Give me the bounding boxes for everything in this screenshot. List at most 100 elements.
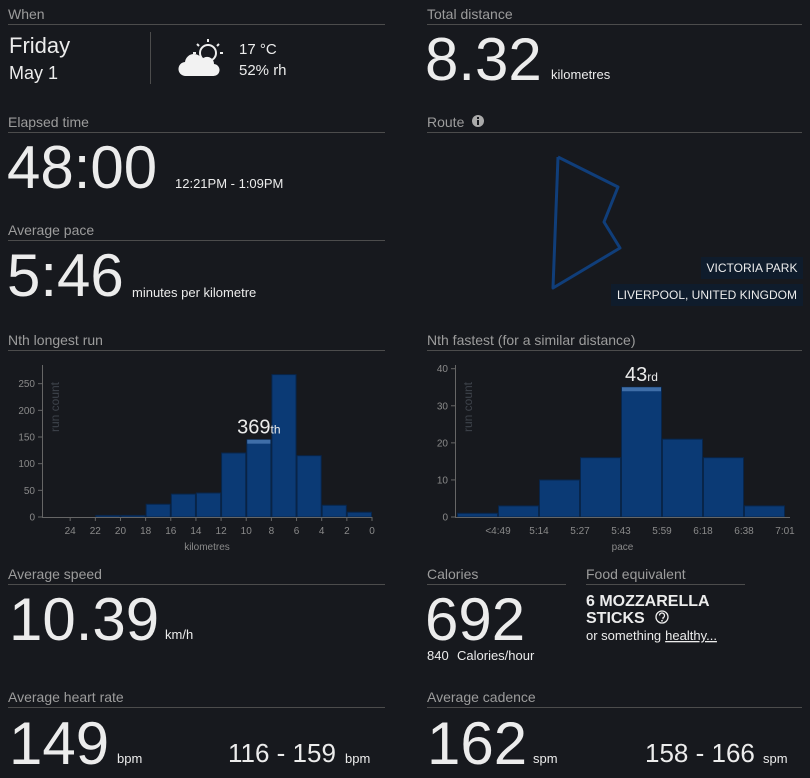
section-label: Total distance — [427, 6, 513, 22]
bar — [457, 512, 498, 518]
pace-unit: minutes per kilometre — [132, 285, 256, 300]
x-tick-label: 18 — [140, 526, 152, 537]
info-icon[interactable] — [472, 115, 484, 127]
chart-title: Nth fastest (for a similar distance) — [427, 332, 636, 348]
heart-range-unit: bpm — [345, 751, 370, 766]
y-tick-label: 40 — [437, 364, 449, 375]
bar — [271, 374, 297, 518]
x-axis-label: pace — [612, 542, 634, 553]
healthy-link[interactable]: healthy... — [665, 628, 717, 643]
x-tick-label: 6 — [294, 526, 300, 537]
route-location: LIVERPOOL, UNITED KINGDOM — [617, 288, 797, 302]
bar — [95, 514, 121, 518]
section-label: Food equivalent — [586, 566, 686, 582]
bar-highlight — [622, 387, 661, 392]
x-tick-label: 0 — [369, 526, 375, 537]
y-tick-label: 150 — [18, 433, 35, 444]
bar — [195, 492, 222, 518]
y-axis-label: run count — [48, 381, 62, 432]
section-label: Elapsed time — [8, 114, 89, 130]
bar-annotation: 369th — [237, 417, 280, 439]
bar — [662, 438, 703, 518]
x-tick-label: <4:49 — [485, 526, 511, 537]
note: or something — [586, 628, 661, 643]
bar — [346, 511, 373, 518]
heart-value: 149 — [9, 710, 109, 777]
section-label: Average heart rate — [8, 689, 124, 705]
route-path — [551, 155, 622, 290]
bar — [703, 457, 744, 518]
speed-value: 10.39 — [9, 586, 159, 653]
speed-unit: km/h — [165, 627, 193, 642]
bar — [170, 493, 196, 518]
y-tick-label: 250 — [18, 379, 35, 390]
pace-value: 5:46 — [7, 242, 124, 309]
x-tick-label: 2 — [344, 526, 350, 537]
section-label: When — [8, 6, 45, 22]
y-tick-label: 10 — [437, 475, 449, 486]
bar — [621, 386, 662, 518]
bar — [221, 452, 247, 518]
time-range: 12:21PM - 1:09PM — [175, 176, 283, 191]
rank: 369 — [237, 417, 270, 439]
section-label: Average cadence — [427, 689, 536, 705]
bar — [744, 505, 785, 518]
section-label: Average pace — [8, 222, 94, 238]
distance-value: 8.32 — [425, 26, 542, 93]
weather-icon — [178, 39, 223, 77]
bar-annotation: 43rd — [625, 364, 658, 386]
bar — [246, 439, 272, 518]
temperature: 17 °C — [239, 41, 277, 58]
y-axis-label: run count — [461, 381, 475, 432]
y-tick-label: 20 — [437, 438, 449, 449]
bar — [580, 457, 621, 518]
bar-highlight — [247, 439, 271, 444]
date: May 1 — [9, 63, 58, 83]
section-label: Route — [427, 114, 465, 130]
x-tick-label: 24 — [65, 526, 77, 537]
calories-value: 692 — [425, 586, 525, 653]
chart-title: Nth longest run — [8, 332, 103, 348]
heart-range: 116 - 159 — [228, 738, 336, 768]
food-item: STICKS — [586, 610, 645, 627]
bar — [539, 479, 580, 518]
cadence-range: 158 - 166 — [645, 738, 755, 768]
bar — [498, 505, 539, 518]
rank-suffix: rd — [647, 370, 658, 384]
section-label: Calories — [427, 566, 478, 582]
y-tick-label: 100 — [18, 459, 35, 470]
heart-unit: bpm — [117, 751, 142, 766]
y-tick-label: 0 — [442, 513, 448, 524]
calories-rate: 840 — [427, 648, 449, 663]
bar — [120, 514, 146, 518]
x-tick-label: 5:27 — [570, 526, 590, 537]
x-tick-label: 6:18 — [693, 526, 713, 537]
y-tick-label: 0 — [29, 513, 35, 524]
x-tick-label: 8 — [269, 526, 275, 537]
x-tick-label: 12 — [216, 526, 228, 537]
x-tick-label: 20 — [115, 526, 127, 537]
x-tick-label: 10 — [241, 526, 253, 537]
x-tick-label: 5:59 — [652, 526, 672, 537]
food-item: 6 MOZZARELLA — [586, 593, 710, 610]
cadence-unit: spm — [533, 751, 558, 766]
cadence-range-unit: spm — [763, 751, 788, 766]
x-tick-label: 6:38 — [734, 526, 754, 537]
help-icon[interactable] — [655, 610, 669, 624]
day: Friday — [9, 33, 70, 58]
y-tick-label: 200 — [18, 406, 35, 417]
bar — [296, 455, 322, 518]
x-tick-label: 5:14 — [529, 526, 549, 537]
x-tick-label: 14 — [190, 526, 202, 537]
calories-rate-unit: Calories/hour — [457, 648, 535, 663]
route-place: VICTORIA PARK — [707, 261, 798, 275]
x-tick-label: 22 — [90, 526, 102, 537]
separators — [8, 24, 802, 708]
x-axis-label: kilometres — [184, 542, 230, 553]
rank: 43 — [625, 364, 647, 386]
label-box — [701, 257, 803, 279]
distance-unit: kilometres — [551, 67, 611, 82]
humidity: 52% rh — [239, 62, 287, 79]
